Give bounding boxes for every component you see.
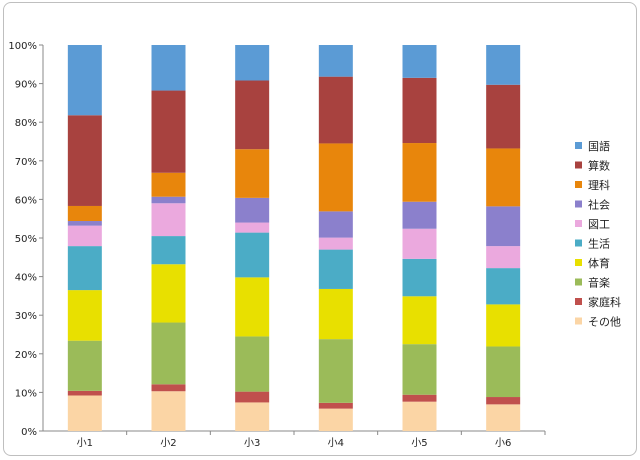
bar-segment (235, 45, 270, 81)
bar-segment (402, 77, 437, 144)
bar-segment (235, 222, 270, 233)
y-tick-label: 20% (15, 350, 37, 361)
y-tick-label: 50% (15, 234, 37, 245)
legend-swatch (575, 259, 582, 266)
legend-label: 算数 (588, 159, 610, 173)
bar-segment (318, 45, 353, 77)
bar-segment (67, 205, 102, 222)
bar-segment (151, 384, 186, 392)
legend-label: その他 (588, 316, 621, 329)
bar-segment (486, 84, 521, 149)
bar-segment (402, 258, 437, 297)
bar-segment (235, 402, 270, 431)
bar-segment (67, 225, 102, 247)
bar-segment (486, 45, 521, 85)
bar-segment (318, 76, 353, 144)
legend-swatch (575, 161, 582, 169)
bar-segment (67, 45, 102, 116)
bar-segment (151, 45, 186, 91)
x-tick-label: 小6 (495, 437, 511, 449)
bar-segment (486, 346, 521, 398)
bar-segment (318, 237, 353, 250)
bar-segment (151, 196, 186, 204)
bar-segment (151, 264, 186, 323)
bar-segment (486, 404, 521, 431)
bar-segment (151, 236, 186, 265)
legend-label: 社会 (588, 198, 610, 212)
bar-segment (486, 206, 521, 247)
bar-segment (318, 288, 353, 340)
bar-segment (318, 249, 353, 289)
bar-segment (402, 228, 437, 259)
legend-label: 理科 (588, 178, 610, 192)
legend-label: 図工 (588, 218, 610, 231)
bar-segment (318, 408, 353, 431)
bar-segment (67, 246, 102, 291)
legend-swatch (575, 200, 582, 208)
bar-segment (486, 397, 521, 405)
legend-swatch (575, 298, 582, 305)
bar-segment (486, 268, 521, 305)
chart-frame: 0% 10% 20% 30% 40% 50% 60% 70% 80% 90% 100% 小1 小2 小3 小… (3, 2, 637, 456)
y-tick-label: 90% (15, 80, 37, 91)
bar-segment (67, 290, 102, 341)
bar-segment (235, 277, 270, 337)
bar-segment (402, 201, 437, 229)
bar-segment (235, 149, 270, 198)
bar-segment (402, 45, 437, 78)
y-tick-label: 70% (15, 157, 37, 168)
bar-segment (318, 339, 353, 403)
y-tick-label: 80% (15, 118, 37, 129)
legend-label: 体育 (588, 256, 610, 270)
bar-segment (486, 246, 521, 269)
bar-segment (151, 322, 186, 385)
stacked-bar-chart: 0% 10% 20% 30% 40% 50% 60% 70% 80% 90% 100% 小1 小2 小3 小… (8, 41, 621, 449)
x-tick-label: 小1 (77, 437, 93, 449)
legend-swatch (575, 220, 582, 227)
legend-label: 国語 (588, 139, 610, 153)
x-tick-label: 小3 (244, 437, 260, 449)
bar-segment (486, 304, 521, 347)
bar-segment (151, 391, 186, 431)
bar-segment (235, 80, 270, 150)
legend-swatch (575, 181, 582, 188)
bar-segment (318, 402, 353, 409)
bar-segment (402, 296, 437, 345)
bar-segment (402, 143, 437, 202)
x-tick-label: 小2 (160, 437, 176, 449)
bar-segment (151, 90, 186, 173)
bar-segment (67, 340, 102, 391)
bar-segment (402, 344, 437, 395)
bar-segment (67, 390, 102, 396)
bar-segment (318, 143, 353, 212)
bar-segment (151, 203, 186, 237)
legend-swatch (575, 239, 582, 247)
legend-label: 家庭科 (588, 295, 621, 309)
legend-swatch (575, 317, 582, 325)
y-tick-label: 40% (15, 273, 37, 284)
y-tick-label: 30% (15, 311, 37, 322)
y-tick-label: 10% (15, 388, 37, 399)
bar-segment (402, 394, 437, 402)
bar-segment (235, 232, 270, 278)
bar-segment (151, 172, 186, 197)
bar-segment (486, 148, 521, 207)
legend-label: 音楽 (588, 276, 610, 290)
bar-segment (235, 197, 270, 223)
legend-label: 生活 (588, 237, 610, 251)
bar-segment (402, 401, 437, 431)
bar-segment (67, 221, 102, 226)
legend-swatch (575, 142, 582, 149)
y-tick-label: 60% (15, 195, 37, 206)
bar-segment (235, 336, 270, 392)
y-tick-label: 0% (21, 427, 37, 438)
bar-segment (67, 395, 102, 431)
bar-segment (318, 211, 353, 238)
bar-segment (235, 391, 270, 403)
x-tick-label: 小5 (411, 437, 427, 449)
bar-segment (67, 115, 102, 206)
x-tick-label: 小4 (328, 437, 344, 449)
y-tick-label: 100% (8, 41, 37, 52)
legend-swatch (575, 278, 582, 286)
